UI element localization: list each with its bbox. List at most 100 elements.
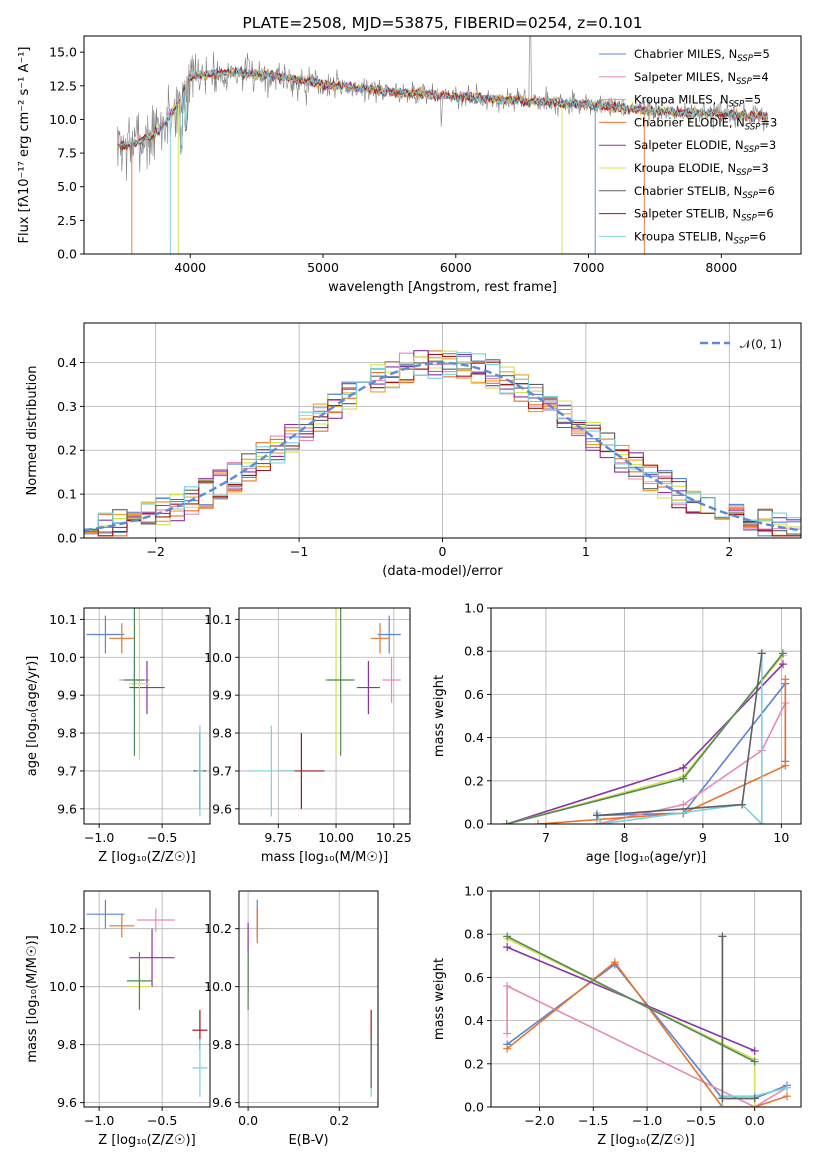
- x-tick-label: 10: [773, 830, 789, 845]
- mass-weight-line: [506, 984, 788, 1107]
- x-tick-label: 0: [439, 544, 447, 559]
- panel-4: 7 8 9 10 0.0 0.2 0.4 0.6 0.8 1.0 age [log₁₀(age/yr…: [432, 601, 802, 865]
- axes-frame: [83, 35, 802, 255]
- mass-weight-marker: [718, 1103, 727, 1107]
- y-axis-label: mass [log₁₀(M/M☉)]: [25, 935, 40, 1062]
- error-bar-point: [377, 615, 401, 654]
- x-axis-label: mass [log₁₀(M/M☉)]: [261, 850, 388, 865]
- legend: 𝒩(0, 1): [700, 337, 782, 351]
- y-tick-label: 9.6: [57, 1095, 77, 1110]
- mass-weight-marker: [503, 1029, 512, 1038]
- mass-weight-marker: [718, 1094, 727, 1103]
- plot-area-2: [86, 608, 207, 817]
- panel-1: −2 −1 0 1 2 0.0 0.1 0.2 0.3 0.4 (data-model)/error…: [25, 322, 802, 579]
- x-tick-label: 1: [582, 544, 590, 559]
- y-tick-label: 0.6: [464, 687, 484, 702]
- x-axis-label: E(B-V): [288, 1133, 328, 1148]
- mass-weight-line: [538, 679, 787, 824]
- y-tick-label: 0.3: [57, 399, 77, 414]
- plot-area-0: [116, 36, 769, 254]
- y-tick-label: 10.1: [204, 612, 232, 627]
- y-axis-label: Normed distribution: [25, 366, 40, 496]
- mass-weight-marker: [781, 675, 790, 684]
- error-bar-point: [86, 899, 125, 929]
- mass-weight-marker: [778, 660, 787, 669]
- legend-label-sub: SSP: [745, 122, 761, 132]
- legend-label-main: Chabrier ELODIE, N: [634, 115, 745, 129]
- mass-weight-marker: [502, 820, 511, 824]
- y-tick-label: 10.0: [204, 979, 232, 994]
- legend-label-sub: SSP: [737, 54, 753, 64]
- legend-label-main: Salpeter ELODIE, N: [634, 138, 744, 152]
- chart-title: PLATE=2508, MJD=53875, FIBERID=0254, z=0…: [242, 14, 642, 32]
- residual-histogram: [84, 359, 801, 535]
- y-tick-label: 1.0: [464, 601, 484, 616]
- panel-3: 9.75 10.00 10.25 9.6 9.7 9.8 9.9 10.0 10.1 mass […: [204, 607, 412, 865]
- mass-weight-marker: [750, 1046, 759, 1055]
- mass-weight-line: [506, 937, 756, 1107]
- x-axis-label: Z [log₁₀(Z/Z☉)]: [597, 1133, 694, 1148]
- mass-weight-marker: [679, 774, 688, 783]
- mass-weight-line: [506, 663, 784, 824]
- mass-weight-marker: [503, 943, 512, 952]
- mass-weight-line: [596, 702, 787, 824]
- legend-label-count: =5: [744, 93, 761, 107]
- error-bar-point: [124, 608, 145, 756]
- legend-label-main: Salpeter MILES, N: [634, 70, 736, 84]
- error-bar-point: [129, 661, 165, 715]
- x-tick-label: −1: [290, 544, 308, 559]
- x-tick-label: 0.2: [329, 1113, 349, 1128]
- y-tick-label: 0.0: [57, 247, 77, 262]
- legend-label: Chabrier STELIB, NSSP=6: [634, 184, 775, 201]
- legend-label-sub: SSP: [729, 100, 745, 110]
- panel-7: −2.0 −1.5 −1.0 −0.5 0.0 0.0 0.2 0.4 0.6 0.8 1.0 Z […: [432, 884, 802, 1148]
- error-bar-point: [109, 914, 135, 938]
- legend-label-main: Salpeter STELIB, N: [634, 207, 741, 221]
- x-tick-label: −0.5: [147, 1113, 177, 1128]
- legend-label-count: =4: [752, 70, 769, 84]
- y-tick-label: 9.8: [212, 726, 232, 741]
- error-bar-point: [326, 608, 355, 756]
- legend-label-count: =3: [752, 161, 769, 175]
- y-tick-label: 10.2: [204, 921, 232, 936]
- x-tick-label: 2: [725, 544, 733, 559]
- axes-frame: [238, 890, 379, 1108]
- legend-label-sub: SSP: [744, 145, 760, 155]
- legend-label: Kroupa ELODIE, NSSP=3: [634, 161, 769, 178]
- plot-area-5: [86, 899, 208, 1097]
- mass-weight-marker: [783, 1083, 792, 1092]
- y-tick-label: 10.0: [49, 979, 77, 994]
- mass-weight-marker: [503, 1044, 512, 1053]
- x-axis-label: (data-model)/error: [382, 564, 503, 579]
- panel-5: −1.0 −0.5 9.6 9.8 10.0 10.2 Z [log₁₀(Z/Z☉)] mas…: [25, 890, 211, 1148]
- y-tick-label: 0.2: [57, 443, 77, 458]
- x-tick-label: −2: [146, 544, 164, 559]
- legend-label-count: =3: [759, 138, 776, 152]
- x-tick-label: 0.0: [238, 1113, 258, 1128]
- mass-weight-line: [596, 653, 763, 824]
- mass-weight-line: [506, 935, 756, 1063]
- y-axis-label: Flux [fλ10⁻¹⁷ erg cm⁻² s⁻¹ A⁻¹]: [17, 47, 32, 244]
- y-tick-label: 9.9: [212, 688, 232, 703]
- mass-weight-line: [721, 936, 755, 1100]
- y-tick-label: 0.4: [464, 1013, 484, 1028]
- y-axis-label: mass weight: [432, 675, 447, 757]
- x-tick-label: 5000: [307, 260, 339, 275]
- x-tick-label: 8000: [705, 260, 737, 275]
- legend-label-main: Kroupa ELODIE, N: [634, 161, 736, 175]
- x-tick-label: 8: [620, 830, 628, 845]
- y-tick-label: 0.8: [464, 644, 484, 659]
- mass-weight-marker: [750, 1103, 759, 1107]
- x-tick-label: 9.75: [264, 830, 292, 845]
- y-axis-label: mass weight: [432, 958, 447, 1040]
- mass-weight-marker: [750, 1057, 759, 1066]
- panel-2: −1.0 −0.5 9.6 9.7 9.8 9.9 10.0 10.1 Z [log₁₀(Z/Z…: [25, 607, 211, 865]
- mass-weight-marker: [783, 1092, 792, 1101]
- legend-label-count: =3: [760, 115, 777, 129]
- y-tick-label: 9.7: [57, 763, 77, 778]
- y-tick-label: 0.2: [464, 773, 484, 788]
- y-axis-label: age [log₁₀(age/yr)]: [25, 656, 40, 777]
- legend-label: Salpeter STELIB, NSSP=6: [634, 207, 774, 224]
- x-tick-label: 7000: [573, 260, 605, 275]
